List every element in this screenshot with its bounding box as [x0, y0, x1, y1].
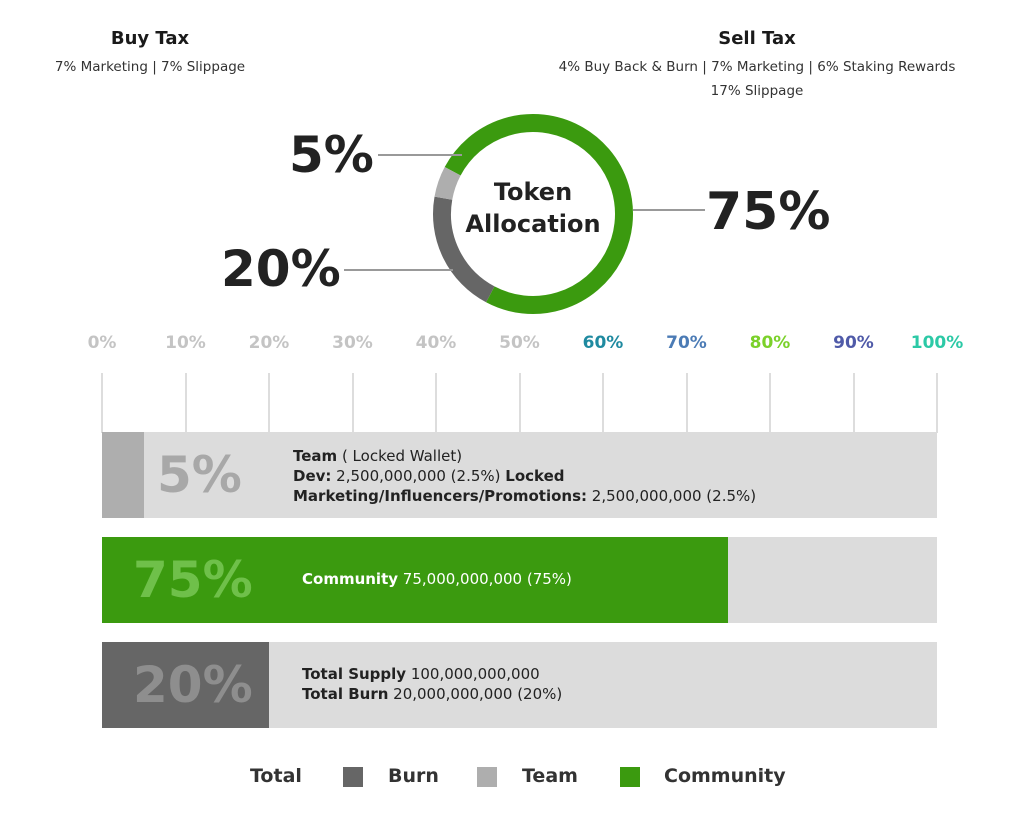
- grid-line: [936, 373, 938, 433]
- tick-label: 80%: [749, 333, 791, 353]
- donut-label-burn: 20%: [221, 240, 341, 298]
- bar-description-value: 100,000,000,000: [406, 665, 540, 683]
- grid-line: [852, 373, 855, 433]
- donut-title-line2: Allocation: [465, 210, 601, 239]
- bar-description-key: Total Burn: [302, 685, 389, 703]
- legend-label-burn: Burn: [388, 765, 439, 787]
- bar-percent-team: 5%: [157, 446, 242, 504]
- bar-description-value: 2,500,000,000 (2.5%): [587, 487, 757, 505]
- bar-description-line: Total Burn 20,000,000,000 (20%): [302, 684, 562, 704]
- bar-description-value: 75,000,000,000 (75%): [398, 570, 572, 588]
- donut-label-team: 5%: [289, 126, 374, 184]
- grid-line: [351, 373, 354, 433]
- tick-label: 50%: [499, 333, 540, 353]
- tick-label: 30%: [332, 333, 373, 353]
- buy-tax-detail: 7% Marketing | 7% Slippage: [54, 59, 246, 75]
- bar-description-line: Marketing/Influencers/Promotions: 2,500,…: [293, 486, 756, 506]
- donut-slice-burn: [433, 196, 495, 303]
- tick-label: 0%: [87, 333, 117, 353]
- tick-label: 10%: [165, 333, 206, 353]
- donut-center-label: Token Allocation: [443, 176, 623, 241]
- donut-slice-community: [444, 114, 633, 314]
- sell-tax-title: Sell Tax: [718, 28, 796, 49]
- buy-tax-title: Buy Tax: [110, 28, 190, 49]
- bar-fill-team: [102, 432, 144, 518]
- grid-line: [101, 373, 103, 433]
- tick-label: 90%: [833, 333, 874, 353]
- bar-description-key: Community: [302, 570, 399, 588]
- legend-label-team: Team: [522, 765, 578, 787]
- sell-tax-detail: 4% Buy Back & Burn | 7% Marketing | 6% S…: [558, 59, 956, 75]
- tick-label: 100%: [910, 333, 964, 353]
- donut-slice-team: [434, 167, 461, 201]
- bar-description-line: Community 75,000,000,000 (75%): [302, 569, 572, 589]
- grid-line: [184, 373, 187, 433]
- tick-label: 60%: [582, 333, 624, 353]
- bar-description-key: Marketing/Influencers/Promotions:: [293, 487, 588, 505]
- bar-description-burn: Total Supply 100,000,000,000 Total Burn 2…: [302, 664, 562, 704]
- bar-track-team: [102, 432, 937, 518]
- bar-description-team: Team ( Locked Wallet) Dev: 2,500,000,000 …: [293, 446, 756, 506]
- bar-description-community: Community 75,000,000,000 (75%): [302, 569, 572, 589]
- grid-line: [435, 373, 437, 433]
- bar-description-value: 2,500,000,000 (2.5%): [331, 467, 506, 485]
- bar-description-key: Locked: [505, 467, 565, 485]
- legend-swatch-team: [477, 767, 497, 787]
- legend-total: Total: [250, 765, 302, 787]
- grid-line: [602, 373, 604, 433]
- bar-description-value: ( Locked Wallet): [337, 447, 463, 465]
- legend-swatch-burn: [343, 767, 363, 787]
- token-allocation-donut: [344, 114, 705, 314]
- bar-fill-community: [102, 537, 729, 623]
- bar-description-key: Team: [293, 447, 338, 465]
- bar-description-line: Total Supply 100,000,000,000: [302, 664, 562, 684]
- legend-swatch-community: [620, 767, 640, 787]
- tick-label: 70%: [666, 333, 707, 353]
- tick-label: 20%: [248, 333, 290, 353]
- bar-description-line: Team ( Locked Wallet): [293, 446, 756, 466]
- bar-description-line: Dev: 2,500,000,000 (2.5%) Locked: [293, 466, 756, 486]
- bar-percent-burn: 20%: [133, 656, 253, 714]
- donut-label-community: 75%: [706, 182, 831, 242]
- grid-line: [518, 373, 521, 433]
- grid-line: [685, 373, 688, 433]
- bar-description-value: 20,000,000,000 (20%): [388, 685, 563, 703]
- bar-percent-community: 75%: [133, 551, 253, 609]
- tick-label: 40%: [415, 333, 457, 353]
- legend-label-community: Community: [664, 765, 786, 787]
- sell-tax-detail-extra: 17% Slippage: [710, 83, 804, 99]
- grid-line: [268, 373, 270, 433]
- bar-description-key: Total Supply: [302, 665, 407, 683]
- bar-description-key: Dev:: [293, 467, 332, 485]
- bar-fill-burn: [102, 642, 269, 728]
- donut-title-line1: Token: [493, 178, 573, 206]
- grid-line: [769, 373, 771, 433]
